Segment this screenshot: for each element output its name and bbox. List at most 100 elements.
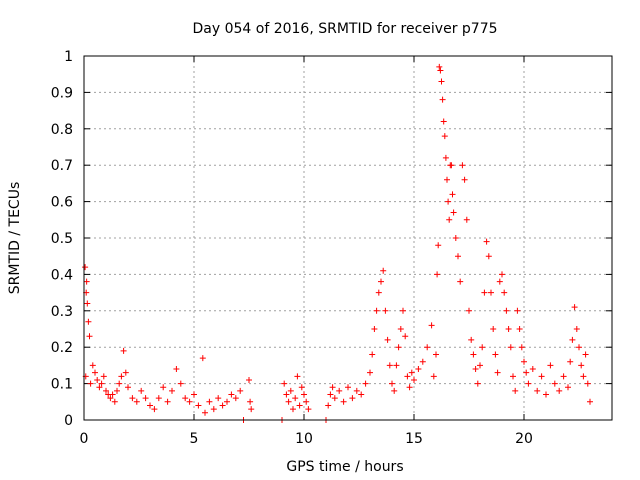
data-point — [94, 376, 101, 383]
data-point — [303, 398, 310, 405]
data-point — [283, 391, 290, 398]
plot-frame — [83, 55, 613, 421]
data-point — [116, 380, 123, 387]
y-tick-label: 0.6 — [51, 195, 73, 211]
data-point — [525, 380, 532, 387]
data-point — [576, 344, 582, 351]
data-point — [219, 402, 226, 409]
data-point — [129, 395, 136, 402]
data-point — [492, 351, 499, 358]
data-point — [382, 307, 389, 314]
data-point — [89, 362, 96, 369]
data-point — [419, 358, 426, 365]
data-point — [452, 235, 459, 241]
data-point — [543, 391, 549, 398]
y-tick-label: 0.8 — [51, 122, 73, 138]
data-point — [442, 154, 449, 161]
data-point — [173, 366, 180, 373]
data-point — [199, 355, 206, 362]
data-point — [246, 376, 252, 383]
data-point — [499, 271, 505, 278]
data-point — [534, 387, 541, 394]
data-point — [510, 373, 516, 380]
data-point — [393, 362, 400, 369]
data-point — [287, 387, 294, 394]
y-tick-label: 1 — [64, 49, 73, 65]
data-point — [505, 326, 512, 332]
data-point — [367, 369, 373, 376]
data-point — [496, 278, 503, 285]
data-point — [206, 398, 213, 405]
y-axis-title: SRMTID / TECUs — [7, 182, 23, 295]
data-point — [202, 409, 208, 416]
data-point — [450, 209, 457, 216]
data-point — [434, 271, 441, 278]
data-point — [483, 238, 490, 245]
x-axis-title: GPS time / hours — [286, 459, 403, 475]
data-point — [100, 373, 107, 380]
data-point — [118, 373, 125, 380]
data-point — [560, 373, 567, 380]
data-point — [408, 369, 415, 376]
data-point — [514, 307, 521, 314]
data-point — [455, 253, 461, 260]
data-point — [133, 398, 140, 405]
data-point — [369, 351, 376, 358]
data-point — [84, 300, 91, 307]
data-point — [331, 395, 338, 402]
data-point — [411, 376, 417, 383]
data-point — [461, 176, 468, 183]
data-point — [164, 398, 171, 405]
data-point — [386, 362, 393, 369]
data-point — [445, 198, 452, 205]
data-point — [147, 402, 153, 409]
data-point — [551, 380, 558, 387]
data-point — [433, 351, 439, 358]
data-point — [424, 344, 431, 351]
data-point — [111, 398, 118, 405]
data-point — [449, 191, 456, 198]
data-point — [441, 133, 448, 140]
data-point — [375, 289, 382, 296]
data-point — [182, 395, 189, 402]
data-point — [228, 391, 235, 398]
data-point — [472, 366, 479, 373]
data-point — [125, 384, 131, 391]
data-point — [177, 380, 184, 387]
data-point — [516, 326, 523, 332]
data-point — [468, 336, 475, 343]
data-point — [436, 63, 443, 70]
data-point — [470, 351, 477, 358]
data-point — [292, 395, 299, 402]
y-tick-label: 0.1 — [51, 377, 73, 393]
data-point — [138, 387, 145, 394]
data-point — [248, 406, 255, 413]
data-point — [247, 398, 254, 405]
data-point — [151, 406, 158, 413]
data-point — [569, 336, 576, 343]
data-point — [580, 373, 587, 380]
data-point — [371, 326, 378, 332]
data-point — [358, 391, 365, 398]
y-tick-label: 0.4 — [51, 267, 73, 283]
data-point — [296, 402, 303, 409]
data-point — [301, 391, 307, 398]
data-point — [329, 384, 336, 391]
data-point — [305, 406, 312, 413]
data-point — [479, 344, 486, 351]
data-point — [232, 395, 239, 402]
data-point — [501, 289, 508, 296]
data-point — [373, 307, 380, 314]
data-point — [122, 369, 129, 376]
data-point — [380, 267, 387, 274]
data-point — [538, 373, 545, 380]
data-point — [96, 384, 103, 391]
data-point — [353, 387, 360, 394]
data-point — [103, 387, 109, 394]
data-point — [186, 398, 193, 405]
grid-layer — [84, 56, 612, 420]
data-point — [571, 304, 578, 311]
ticks-layer: 00.10.20.30.40.50.60.70.80.910 5 10 15 20 — [51, 49, 612, 447]
y-tick-label: 0.9 — [51, 85, 73, 101]
